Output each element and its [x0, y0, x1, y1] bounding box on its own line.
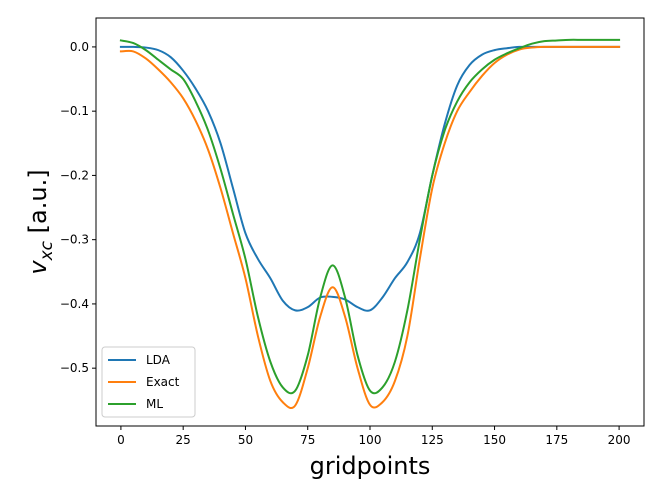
series-line-exact	[119, 45, 621, 409]
y-axis-label-subscript: xc	[37, 240, 57, 261]
legend-label-lda: LDA	[146, 353, 171, 367]
x-tick-label: 150	[483, 433, 506, 447]
y-tick-label: −0.4	[60, 297, 89, 311]
x-tick-label: 125	[421, 433, 444, 447]
x-tick-label: 50	[238, 433, 253, 447]
y-axis-label: vxc [a.u.]	[24, 169, 57, 274]
y-tick-label: −0.2	[60, 168, 89, 182]
y-axis: 0.0 −0.1 −0.2 −0.3 −0.4 −0.5	[60, 40, 96, 375]
x-tick-label: 0	[117, 433, 125, 447]
y-tick-label: 0.0	[70, 40, 89, 54]
y-axis-label-unit: [a.u.]	[24, 169, 52, 241]
y-axis-label-main: v	[24, 260, 52, 275]
legend-label-exact: Exact	[146, 375, 180, 389]
x-axis: 0 25 50 75 100 125 150 175 200	[117, 426, 631, 447]
x-tick-label: 75	[300, 433, 315, 447]
y-tick-label: −0.1	[60, 104, 89, 118]
x-tick-label: 200	[608, 433, 631, 447]
y-tick-label: −0.3	[60, 233, 89, 247]
y-tick-label: −0.5	[60, 361, 89, 375]
legend-label-ml: ML	[146, 397, 163, 411]
series-line-ml	[119, 38, 621, 395]
x-axis-label: gridpoints	[310, 452, 431, 480]
legend-box	[101, 346, 196, 418]
series-layer	[119, 38, 621, 409]
legend: LDA Exact ML	[101, 346, 196, 418]
x-tick-label: 175	[545, 433, 568, 447]
x-tick-label: 100	[359, 433, 382, 447]
x-tick-label: 25	[176, 433, 191, 447]
